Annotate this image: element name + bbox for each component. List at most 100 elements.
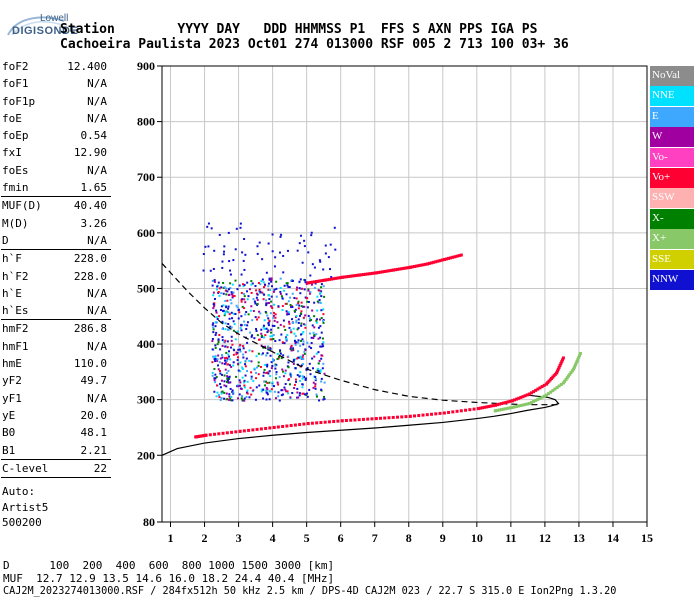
echo-point (300, 305, 303, 308)
echo-point (268, 319, 271, 322)
echo-point (264, 384, 267, 387)
echo-point (280, 389, 283, 392)
echo-point (308, 345, 311, 348)
echo-point (324, 252, 327, 255)
echo-point (214, 377, 217, 380)
echo-point (230, 291, 233, 294)
trace-point (559, 383, 563, 387)
echo-point (230, 395, 233, 398)
echo-point (224, 312, 227, 315)
echo-point (269, 305, 272, 308)
echo-point (228, 313, 231, 316)
echo-point (243, 386, 246, 389)
trace-point (349, 418, 353, 422)
echo-point (323, 372, 326, 375)
echo-point (323, 397, 326, 400)
echo-point (235, 353, 238, 356)
trace-point (577, 355, 581, 359)
echo-point (207, 222, 210, 225)
trace-point (230, 430, 234, 434)
trace-point (434, 412, 438, 416)
echo-point (257, 281, 260, 284)
echo-point (319, 318, 322, 321)
echo-point (214, 333, 217, 336)
trace-point (395, 267, 399, 271)
trace-point (387, 416, 391, 420)
echo-point (226, 363, 229, 366)
echo-point (317, 370, 320, 373)
echo-point (256, 293, 259, 296)
echo-point (281, 308, 284, 311)
trace-point (419, 263, 423, 267)
echo-point (266, 302, 269, 305)
trace-point (521, 403, 525, 407)
echo-point (213, 377, 216, 380)
echo-point (308, 362, 311, 365)
echo-point (295, 315, 298, 318)
echo-point (310, 234, 313, 237)
param-value: 22 (93, 461, 107, 475)
echo-point (250, 291, 253, 294)
echo-point (267, 329, 270, 332)
echo-point (219, 357, 222, 360)
echo-point (306, 300, 309, 303)
echo-point (333, 226, 336, 229)
echo-point (222, 292, 225, 295)
echo-point (302, 316, 305, 319)
trace-point (302, 422, 306, 426)
param-name: yF2 (2, 374, 22, 388)
echo-point (248, 349, 251, 352)
trace-point (491, 404, 495, 408)
trace-point (289, 424, 293, 428)
echo-point (318, 298, 321, 301)
trace-point (560, 360, 564, 364)
echo-point (238, 379, 241, 382)
trace-point (544, 393, 548, 397)
echo-point (288, 326, 291, 329)
echo-point (235, 227, 238, 230)
echo-point (282, 375, 285, 378)
echo-point (225, 356, 228, 359)
trace-point (525, 402, 529, 406)
echo-point (310, 231, 313, 234)
trace-point (425, 262, 429, 266)
trace-point (357, 273, 361, 277)
echo-point (216, 315, 219, 318)
echo-point (229, 325, 232, 328)
trace-point (558, 363, 562, 367)
echo-point (316, 300, 319, 303)
trace-point (293, 423, 297, 427)
param-name: fmin (2, 181, 29, 195)
echo-point (255, 296, 258, 299)
echo-point (259, 366, 262, 369)
echo-point (216, 317, 219, 320)
echo-point (279, 349, 282, 352)
trace-point (504, 407, 508, 411)
echo-point (204, 245, 207, 248)
legend-item-noval: NoVal (650, 66, 694, 86)
echo-point (304, 326, 307, 329)
echo-point (324, 244, 327, 247)
echo-point (319, 291, 322, 294)
echo-point (257, 373, 260, 376)
echo-point (221, 356, 224, 359)
echo-point (281, 297, 284, 300)
echo-point (304, 281, 307, 284)
echo-point (319, 336, 322, 339)
echo-point (298, 242, 301, 245)
param-name: foE (2, 111, 22, 125)
echo-point (224, 361, 227, 364)
echo-point (268, 301, 271, 304)
echo-point (302, 340, 305, 343)
param-row: B0 48.1 (0, 424, 112, 441)
echo-point (243, 320, 246, 323)
trace-point (417, 414, 421, 418)
echo-point (302, 331, 305, 334)
param-name: fxI (2, 146, 22, 160)
trace-point (353, 274, 357, 278)
echo-point (255, 329, 258, 332)
echo-point (297, 396, 300, 399)
echo-point (210, 227, 213, 230)
echo-point (274, 367, 277, 370)
echo-point (314, 282, 317, 285)
